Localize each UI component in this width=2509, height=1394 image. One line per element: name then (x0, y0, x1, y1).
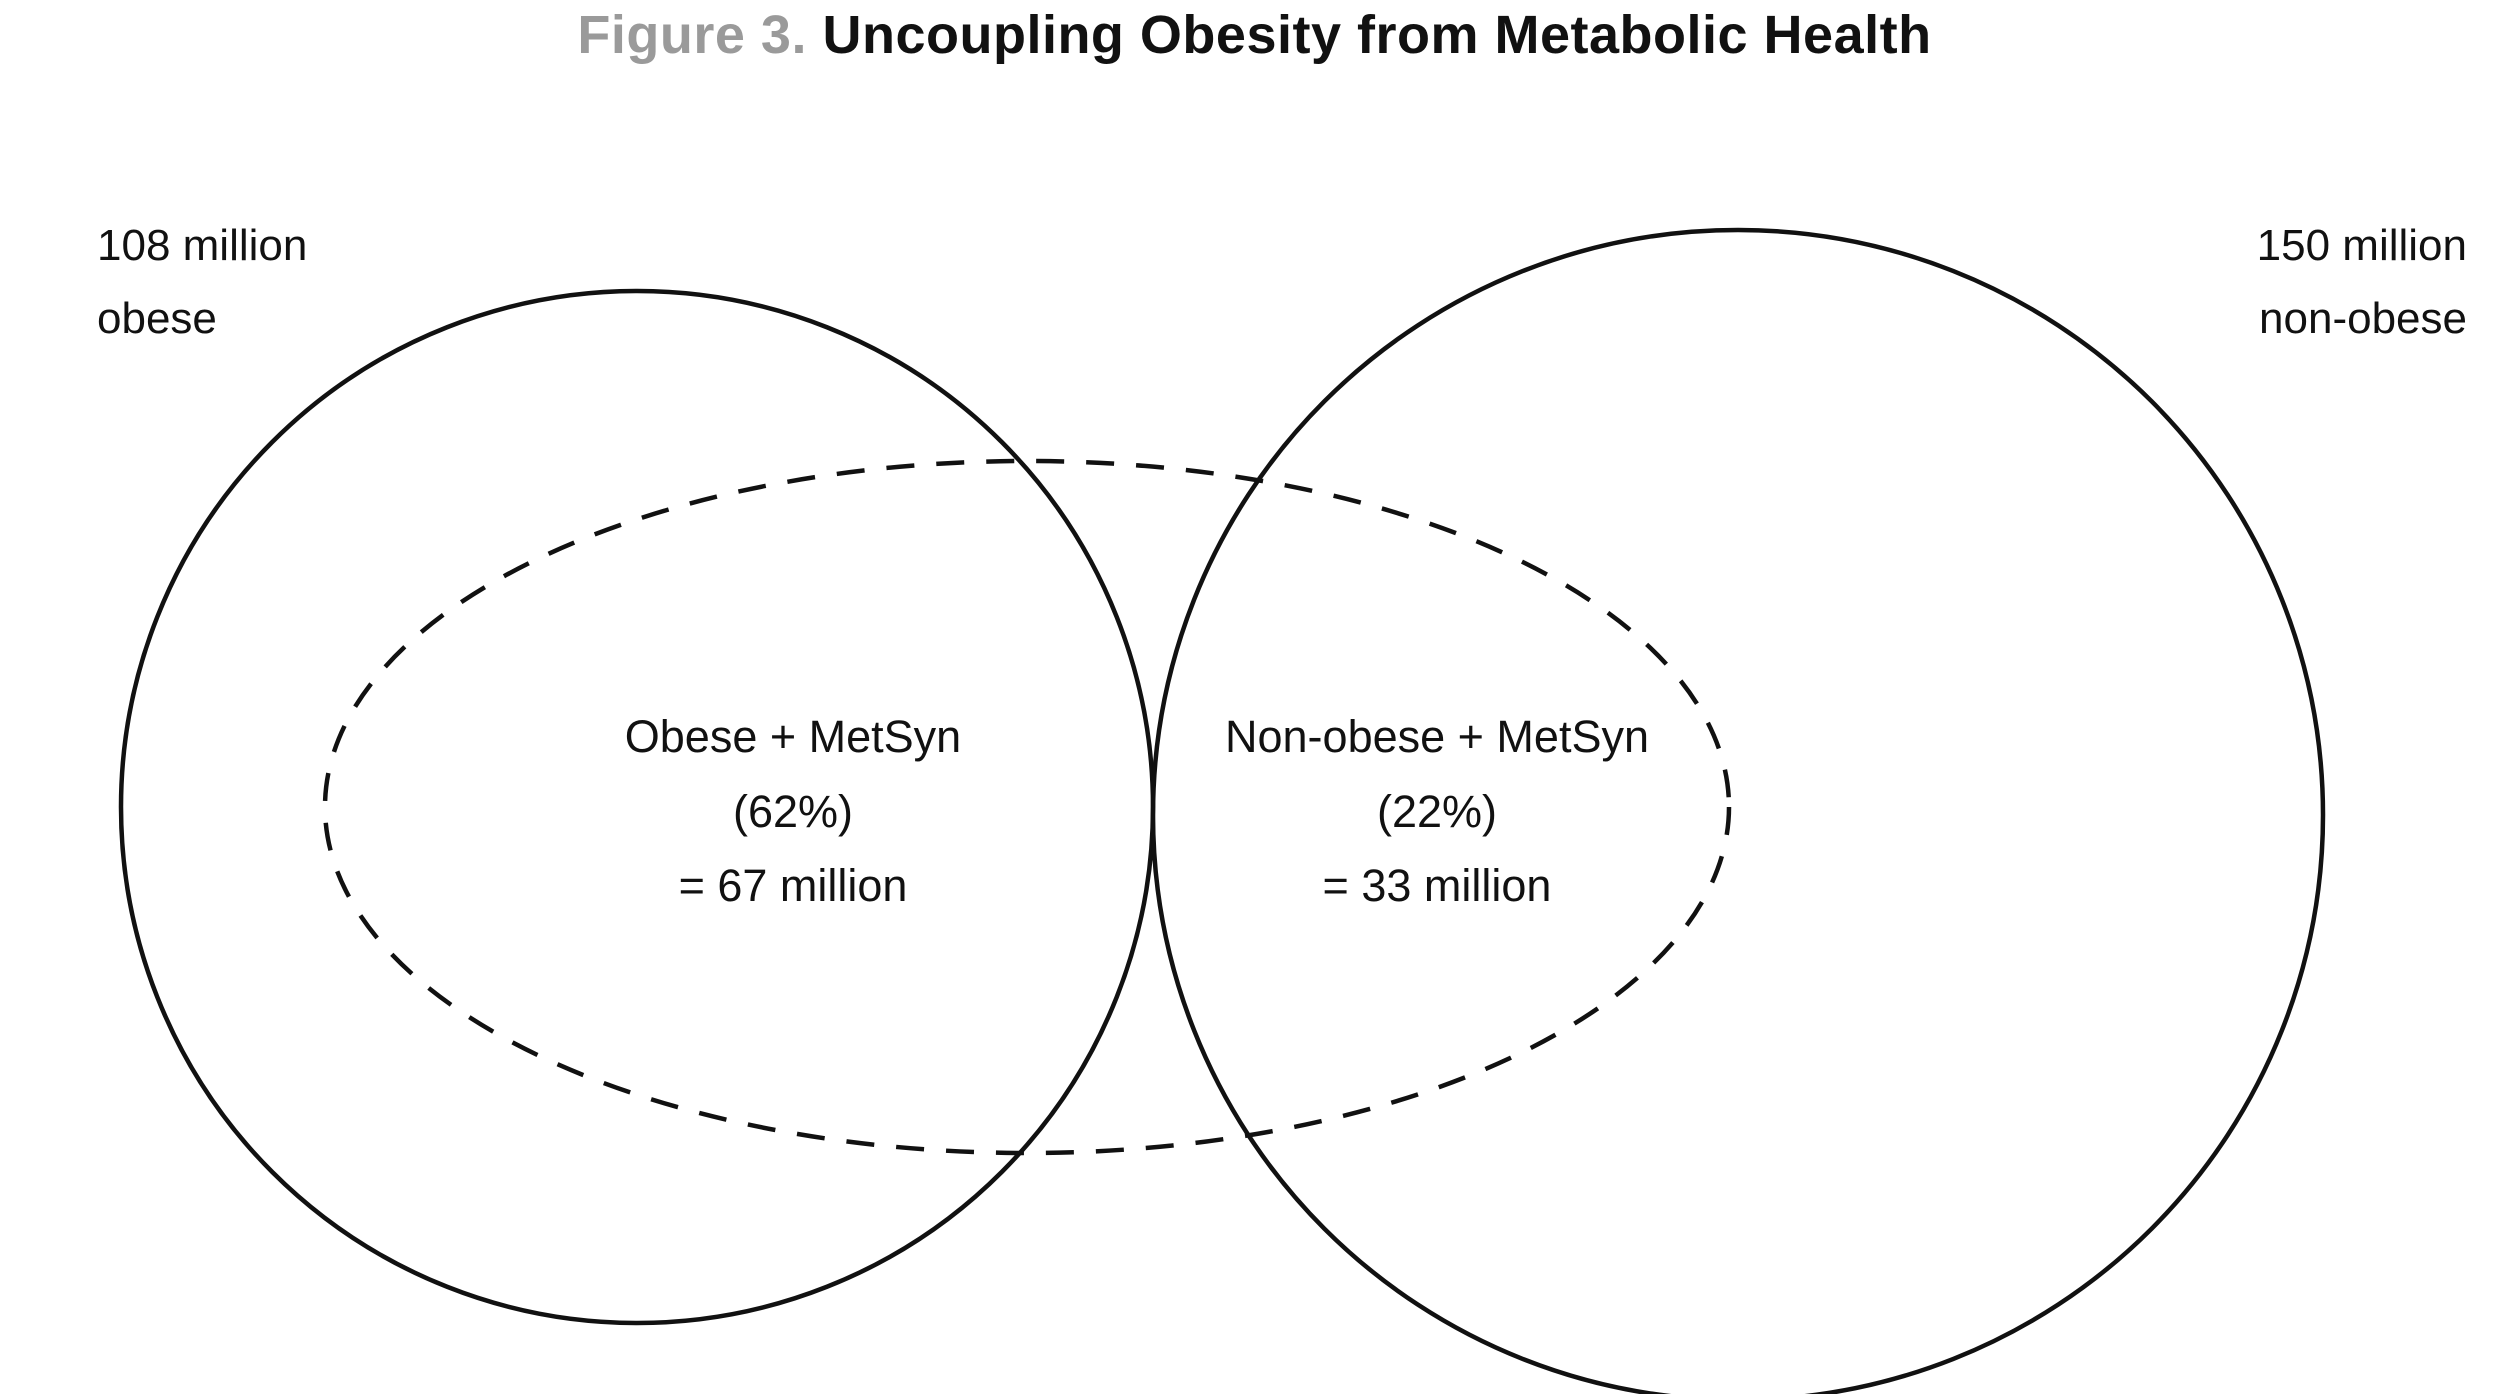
non-obese-metsyn-line1: Non-obese + MetSyn (1225, 711, 1649, 762)
non-obese-count-line2: non-obese (2259, 293, 2467, 343)
non-obese-count-label: 150 million non-obese (2257, 210, 2467, 355)
non-obese-metsyn-line2: (22%) (1376, 785, 1498, 837)
figure-title-prefix: Figure 3. (577, 5, 807, 65)
metsyn-dashed-ellipse (322, 458, 1732, 1156)
obese-count-line2: obese (97, 293, 217, 343)
obese-metsyn-line1: Obese + MetSyn (624, 711, 962, 762)
obese-metsyn-line2: (62%) (732, 785, 854, 837)
figure-title-text: Uncoupling Obesity from Metabolic Health (822, 5, 1932, 65)
non-obese-circle (1150, 227, 2326, 1394)
figure-title: Figure 3. Uncoupling Obesity from Metabo… (0, 4, 2509, 66)
non-obese-metsyn-label: Non-obese + MetSyn (22%) = 33 million (1225, 700, 1649, 924)
non-obese-metsyn-line3: = 33 million (1322, 860, 1552, 912)
non-obese-count-line1: 150 million (2256, 221, 2467, 270)
obese-metsyn-label: Obese + MetSyn (62%) = 67 million (625, 700, 961, 924)
obese-count-label: 108 million obese (97, 210, 307, 355)
obese-metsyn-line3: = 67 million (678, 860, 908, 912)
obese-count-line1: 108 million (97, 221, 308, 270)
